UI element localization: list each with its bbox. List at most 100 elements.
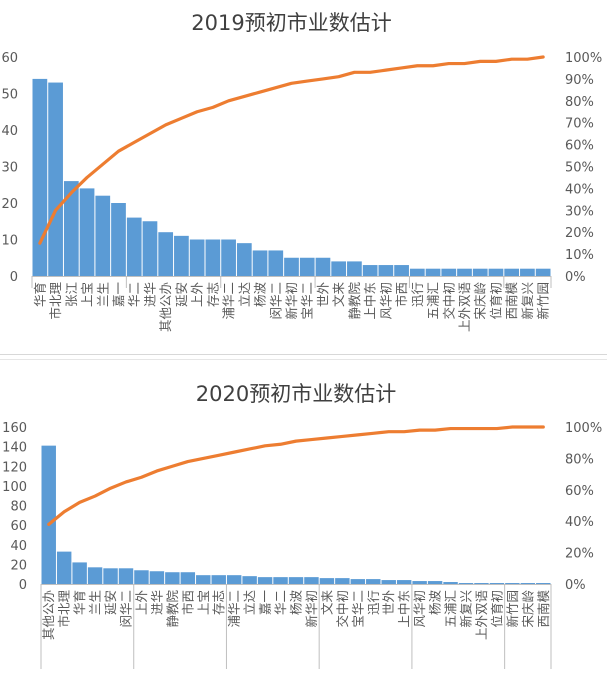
bar <box>472 268 488 276</box>
x-tick-label: 上中东 <box>397 590 412 628</box>
bar <box>72 562 87 584</box>
x-tick-label: 新竹园 <box>536 282 551 320</box>
bar <box>535 268 551 276</box>
x-tick-label: 新华初 <box>284 282 299 320</box>
cumulative-line <box>38 55 545 245</box>
bar <box>242 576 257 584</box>
y-tick-label: 80 <box>10 500 27 515</box>
bar <box>536 583 551 584</box>
y-tick-label: 60 <box>10 519 27 534</box>
x-tick-label: 嘉一 <box>111 282 126 307</box>
bar <box>257 577 273 584</box>
y-tick-label: 40 <box>1 124 18 139</box>
x-tick-label: 文来 <box>331 282 346 308</box>
x-tick-label: 世外 <box>381 590 396 616</box>
x-tick-label: 宋庆龄 <box>473 282 488 320</box>
x-tick-label: 交中初 <box>441 282 456 320</box>
x-tick-label: 延安 <box>174 282 189 307</box>
y-tick-label: 120 <box>2 460 27 475</box>
bar <box>126 217 142 276</box>
x-tick-label: 市西 <box>180 590 195 615</box>
bar <box>284 257 299 276</box>
x-tick-label: 华育 <box>72 590 87 615</box>
y-tick-label: 50 <box>1 88 18 103</box>
x-tick-label: 迅行 <box>410 282 425 307</box>
y2-tick-label: 100% <box>565 421 602 436</box>
bar <box>441 268 457 276</box>
x-tick-label: 位育初 <box>488 282 503 320</box>
y2-tick-label: 0% <box>565 270 586 285</box>
bar <box>350 579 366 584</box>
x-tick-label: 嘉一 <box>258 590 273 615</box>
bar <box>111 203 126 276</box>
bar <box>425 268 441 276</box>
y2-tick-label: 30% <box>565 204 594 219</box>
bar <box>520 268 535 276</box>
y-tick-label: 40 <box>10 539 27 554</box>
y-tick-label: 30 <box>1 161 18 176</box>
y2-tick-label: 70% <box>565 117 594 132</box>
chart-2020: 2020预初市业数估计 0 20 40 60 80 100 120 140 160 0% 20% 40%… <box>2 382 602 669</box>
bar <box>474 583 489 584</box>
y2-tick-label: 40% <box>565 515 594 530</box>
x-tick-label: 兰生 <box>88 590 103 615</box>
y-tick-label: 20 <box>1 197 18 212</box>
x-tick-label: 五浦汇 <box>426 282 441 320</box>
bar <box>319 578 335 584</box>
bar <box>394 265 409 276</box>
x-tick-label: 兰生 <box>95 282 110 307</box>
bar <box>196 575 211 584</box>
y-tick-label: 60 <box>1 51 18 66</box>
bar <box>366 579 381 584</box>
bar <box>458 583 474 584</box>
bar <box>315 257 331 276</box>
x-tick-label: 上中东 <box>363 282 378 320</box>
bar <box>488 268 504 276</box>
bar <box>56 551 72 584</box>
bar <box>443 582 458 584</box>
y-tick-label: 160 <box>2 421 27 436</box>
x-tick-label: 进华 <box>142 282 157 307</box>
y-tick-label: 0 <box>10 270 18 285</box>
bar <box>165 572 180 584</box>
x-tick-label: 其他公办 <box>41 590 56 640</box>
x-tick-label: 静教院 <box>347 282 362 320</box>
bar <box>412 581 427 584</box>
bar <box>211 575 226 584</box>
x-tick-label: 立达 <box>242 590 257 616</box>
x-tick-label: 五浦汇 <box>443 590 458 628</box>
y-tick-label: 140 <box>2 441 27 456</box>
bar <box>252 250 268 276</box>
x-tick-label: 张江 <box>64 282 79 307</box>
x-tick-label: 风华初 <box>412 590 427 628</box>
bar <box>189 239 205 276</box>
x-tick-label: 市北理 <box>57 590 72 628</box>
bar <box>505 583 520 584</box>
bar <box>118 568 134 584</box>
x-tick-label: 市北理 <box>48 282 63 320</box>
y-tick-label: 10 <box>1 234 18 249</box>
bar <box>103 568 118 584</box>
bar <box>79 188 95 276</box>
bar <box>180 572 196 584</box>
bar <box>520 583 536 584</box>
y-tick-label: 0 <box>19 578 27 593</box>
bar <box>149 571 165 584</box>
y2-tick-label: 20% <box>565 547 594 562</box>
bar <box>335 578 350 584</box>
bar <box>299 257 315 276</box>
bar <box>268 250 284 276</box>
bar <box>378 265 394 276</box>
y2-tick-label: 60% <box>565 139 594 154</box>
x-tick-label: 位育初 <box>489 590 504 628</box>
chart-title: 2019预初市业数估计 <box>191 11 391 35</box>
x-tick-label: 延安 <box>103 590 118 615</box>
bar <box>347 261 362 276</box>
y2-tick-label: 80% <box>565 95 594 110</box>
x-tick-label: 杨波 <box>253 282 268 308</box>
x-tick-label: 存志 <box>211 590 226 615</box>
y2-tick-label: 10% <box>565 248 594 263</box>
bar <box>205 239 221 276</box>
x-tick-label: 交中初 <box>335 590 350 628</box>
bar <box>134 570 149 584</box>
